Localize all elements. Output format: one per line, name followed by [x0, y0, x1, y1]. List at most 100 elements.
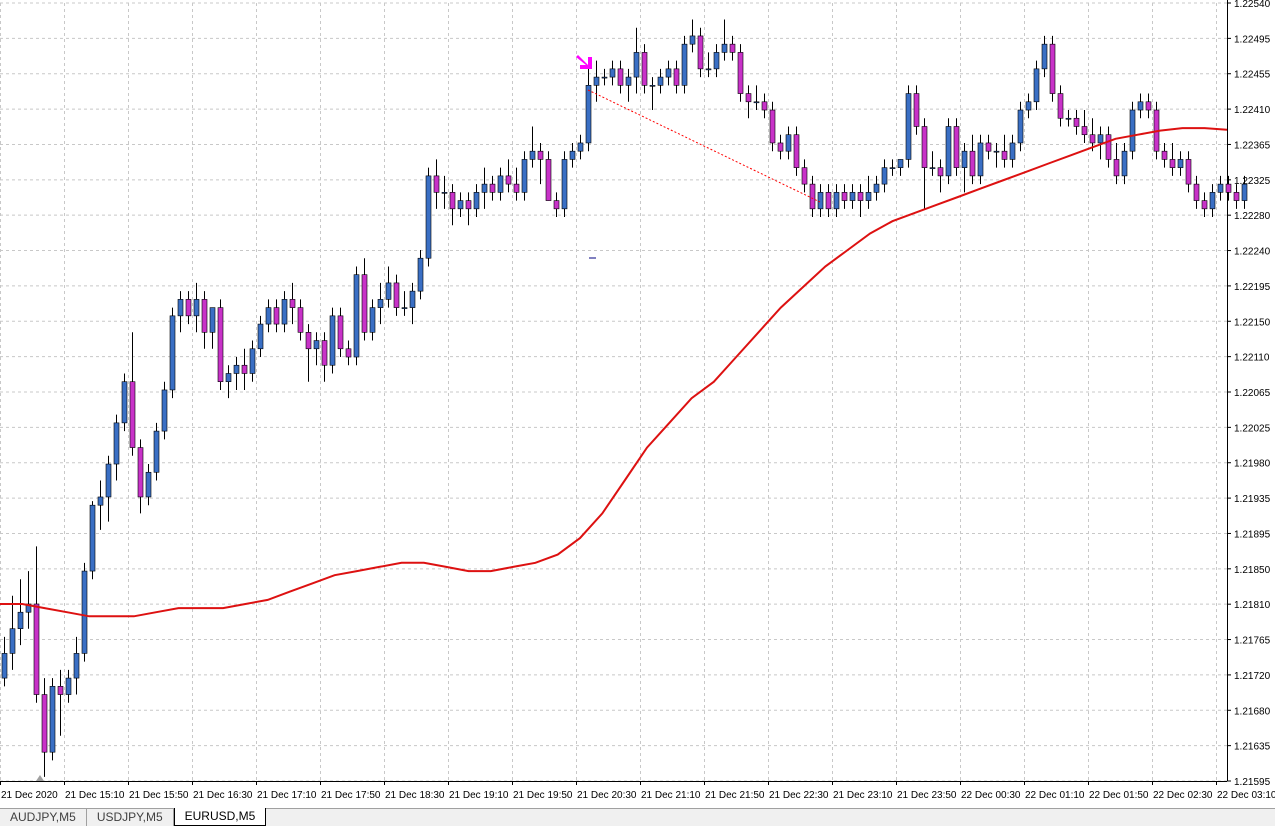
bear-candle: [857, 192, 864, 201]
price-label: 1.22025: [1234, 423, 1271, 434]
price-label: 1.22150: [1234, 317, 1271, 328]
bear-candle: [345, 348, 352, 358]
bear-candle: [921, 126, 928, 168]
price-label: 1.21765: [1234, 636, 1271, 647]
time-label: 21 Dec 20:30: [577, 790, 637, 801]
bull-candle: [145, 471, 152, 498]
price-label: 1.21595: [1234, 777, 1271, 788]
time-label: 22 Dec 01:10: [1025, 790, 1085, 801]
bull-candle: [1033, 68, 1040, 103]
bear-candle: [1113, 159, 1120, 177]
bear-candle: [137, 447, 144, 498]
bull-candle: [497, 175, 504, 193]
bear-candle: [361, 274, 368, 333]
time-label: 21 Dec 15:10: [65, 790, 125, 801]
price-label: 1.21810: [1234, 600, 1271, 611]
bear-candle: [913, 93, 920, 127]
bear-candle: [1001, 150, 1008, 160]
symbol-tab-bar: AUDJPY,M5 USDJPY,M5 EURUSD,M5: [0, 808, 1275, 826]
bear-candle: [297, 307, 304, 333]
bull-candle: [625, 76, 632, 86]
bull-candle: [1209, 192, 1216, 210]
bull-candle: [121, 381, 128, 424]
bear-candle: [1161, 150, 1168, 160]
bull-candle: [657, 76, 664, 86]
bear-candle: [553, 200, 560, 210]
bear-candle: [241, 364, 248, 374]
bull-candle: [929, 167, 936, 169]
bull-candle: [993, 150, 1000, 153]
bear-candle: [1145, 101, 1152, 111]
bull-candle: [705, 68, 712, 71]
time-label: 21 Dec 23:10: [833, 790, 893, 801]
bull-candle: [113, 422, 120, 465]
bull-candle: [849, 192, 856, 201]
chart-area[interactable]: 1.22540 1.22495 1.22455 1.22410 1.22365 1.223…: [0, 0, 1275, 808]
bull-candle: [81, 570, 88, 654]
bull-candle: [1009, 142, 1016, 160]
time-label: 22 Dec 03:10: [1217, 790, 1275, 801]
bear-candle: [217, 307, 224, 383]
bear-candle: [617, 68, 624, 86]
bull-candle: [249, 348, 256, 374]
bear-candle: [937, 167, 944, 177]
bear-candle: [513, 183, 520, 193]
bear-candle: [1081, 126, 1088, 136]
bull-candle: [65, 677, 72, 695]
price-label: 1.22455: [1234, 70, 1271, 81]
bear-candle: [489, 183, 496, 193]
time-label: 21 Dec 19:10: [449, 790, 509, 801]
price-label: 1.21680: [1234, 706, 1271, 717]
bear-candle: [969, 150, 976, 177]
time-label: 21 Dec 15:50: [129, 790, 189, 801]
bull-candle: [609, 68, 616, 78]
bull-candle: [17, 611, 24, 629]
time-label: 22 Dec 01:50: [1089, 790, 1149, 801]
bull-candle: [313, 340, 320, 350]
tab-usdjpy[interactable]: USDJPY,M5: [87, 809, 174, 826]
bull-candle: [169, 315, 176, 391]
bull-candle: [1097, 134, 1104, 144]
tab-audjpy[interactable]: AUDJPY,M5: [0, 809, 87, 826]
bear-candle: [801, 167, 808, 185]
bull-candle: [417, 257, 424, 292]
bull-candle: [1041, 43, 1048, 70]
bear-candle: [129, 381, 136, 448]
bear-candle: [777, 142, 784, 152]
bear-candle: [33, 603, 40, 695]
bull-candle: [593, 76, 600, 86]
price-label: 1.22410: [1234, 105, 1271, 116]
price-label: 1.22540: [1234, 0, 1271, 10]
moving-average-line: [0, 127, 1228, 618]
sell-arrow-icon: [576, 55, 592, 69]
bull-candle: [209, 307, 216, 333]
bear-candle: [745, 93, 752, 103]
bull-candle: [569, 150, 576, 160]
bull-candle: [529, 150, 536, 160]
bull-candle: [329, 315, 336, 366]
bear-candle: [449, 192, 456, 210]
time-label: 21 Dec 21:10: [641, 790, 701, 801]
bull-candle: [881, 167, 888, 185]
bear-candle: [769, 109, 776, 144]
bull-candle: [889, 167, 896, 169]
bull-candle: [713, 52, 720, 70]
price-label: 1.21635: [1234, 742, 1271, 753]
price-label: 1.22065: [1234, 388, 1271, 399]
bear-candle: [505, 175, 512, 185]
bear-candle: [1185, 159, 1192, 185]
price-label: 1.21980: [1234, 459, 1271, 470]
price-chart[interactable]: 1.22540 1.22495 1.22455 1.22410 1.22365 1.223…: [0, 0, 1275, 808]
tab-eurusd[interactable]: EURUSD,M5: [173, 808, 267, 826]
price-label: 1.21935: [1234, 494, 1271, 505]
bull-candle: [441, 192, 448, 194]
bear-candle: [673, 68, 680, 86]
bear-candle: [1225, 183, 1232, 193]
bear-candle: [761, 101, 768, 111]
price-label: 1.22325: [1234, 176, 1271, 187]
bull-candle: [73, 653, 80, 679]
bull-candle: [281, 299, 288, 325]
time-label: 21 Dec 22:30: [769, 790, 829, 801]
bull-candle: [577, 142, 584, 152]
time-label: 21 Dec 17:50: [321, 790, 381, 801]
